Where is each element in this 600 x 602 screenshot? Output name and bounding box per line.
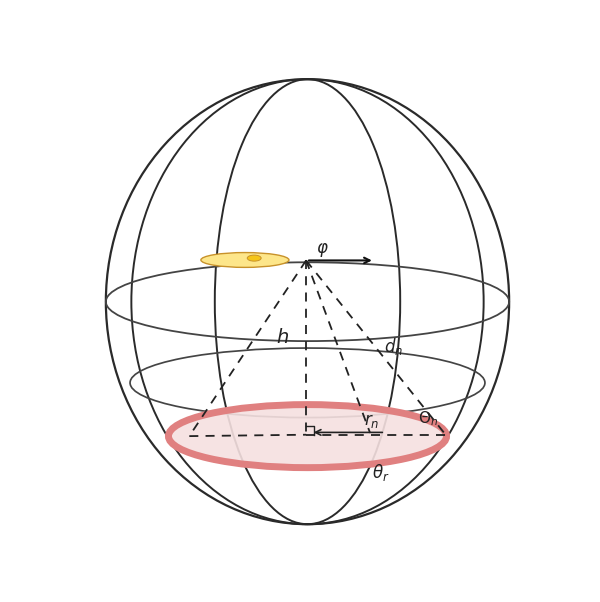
Text: $\theta_r$: $\theta_r$ (373, 462, 390, 483)
Ellipse shape (201, 253, 289, 267)
Text: $h$: $h$ (276, 328, 289, 347)
Ellipse shape (169, 405, 446, 468)
Text: $d_n$: $d_n$ (384, 337, 403, 357)
Text: $r_n$: $r_n$ (364, 412, 380, 430)
Text: $\Theta_n$: $\Theta_n$ (418, 409, 438, 428)
Ellipse shape (247, 255, 261, 261)
Text: $\varphi$: $\varphi$ (316, 241, 329, 259)
